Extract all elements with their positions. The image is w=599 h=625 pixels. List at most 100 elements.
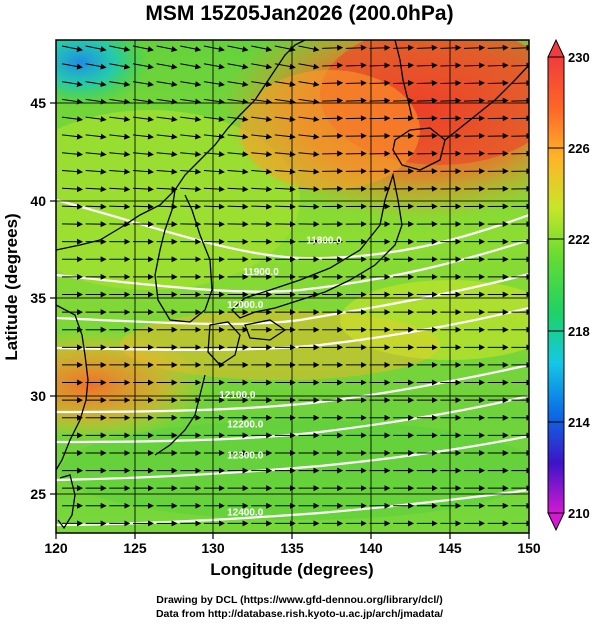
wind-arrow [109, 116, 131, 123]
wind-arrow [109, 98, 131, 105]
wind-arrow [180, 151, 202, 158]
asian-mainland-coast [56, 40, 306, 251]
wind-arrow [298, 133, 320, 140]
wind-arrow [180, 98, 202, 105]
contour-label: 12200.0 [227, 419, 264, 430]
x-tick-label: 130 [201, 540, 225, 556]
wind-arrow [227, 116, 249, 123]
colorbar-tick-label: 218 [568, 324, 590, 339]
wind-arrow [369, 97, 391, 104]
colorbar-tick-label: 222 [568, 232, 590, 247]
wind-arrow [322, 115, 344, 122]
wind-arrow [416, 115, 438, 122]
wind-arrow [156, 151, 178, 158]
wind-arrow [180, 81, 202, 88]
wind-arrow [322, 80, 344, 87]
wind-arrow [487, 62, 509, 69]
colorbar-tick-label: 226 [568, 141, 590, 156]
wind-arrow [203, 45, 225, 52]
wind-arrow [156, 168, 178, 175]
chart-title: MSM 15Z05Jan2026 (200.0hPa) [145, 2, 454, 25]
wind-arrow [180, 116, 202, 123]
wind-arrow [298, 63, 320, 70]
wind-arrow [464, 115, 486, 122]
contour-label: 11900.0 [243, 267, 279, 278]
korea-coast [154, 189, 213, 323]
wind-arrow [511, 97, 529, 104]
wind-arrow [109, 203, 131, 210]
y-tick-label: 25 [30, 486, 46, 502]
y-tick-label: 35 [30, 290, 46, 306]
wind-arrow [227, 168, 249, 175]
wind-arrow [156, 63, 178, 70]
wind-arrow [61, 116, 83, 123]
wind-arrow [180, 45, 202, 52]
contour-labels: 11800.0 11900.0 12000.0 12100.0 12200.0 12300… [219, 235, 342, 518]
wind-arrow [180, 168, 202, 175]
y-tick-label: 40 [30, 193, 46, 209]
wind-arrow [393, 44, 415, 51]
x-tick-labels: 120 125 130 135 140 145 150 [44, 540, 541, 556]
wind-arrow [203, 168, 225, 175]
wind-arrow [393, 97, 415, 104]
colorbar-tick-label: 210 [568, 506, 590, 521]
wind-arrow [227, 133, 249, 140]
wind-arrow [156, 116, 178, 123]
kyushu-coast [207, 321, 241, 366]
wind-arrow [85, 45, 107, 52]
ryukyu-islands [154, 374, 206, 456]
wind-arrow [298, 98, 320, 105]
wind-arrow [203, 133, 225, 140]
wind-arrow [298, 81, 320, 88]
wind-arrow [132, 151, 154, 158]
y-tick-label: 45 [30, 95, 46, 111]
wind-arrow [369, 80, 391, 87]
wind-arrow [251, 203, 273, 210]
tick-marks [50, 102, 530, 539]
wind-arrow [298, 168, 320, 175]
x-tick-label: 140 [359, 540, 383, 556]
wind-arrow [85, 168, 107, 175]
wind-arrow [156, 98, 178, 105]
wind-arrow [511, 44, 529, 51]
wind-arrow [203, 63, 225, 70]
wind-arrow [85, 186, 107, 193]
wind-arrow [393, 62, 415, 69]
kuril-islands [444, 64, 529, 141]
colorbar-gradient [547, 56, 565, 514]
y-tick-labels: 25 30 35 40 45 [30, 95, 46, 502]
x-tick-label: 125 [123, 540, 147, 556]
height-contours [56, 198, 529, 527]
wind-arrow [109, 151, 131, 158]
contour-label: 12100.0 [219, 390, 256, 401]
wind-arrow [227, 186, 249, 193]
wind-arrow [156, 45, 178, 52]
x-tick-label: 150 [517, 540, 541, 556]
wind-arrow [511, 80, 529, 87]
wind-arrow [251, 151, 273, 158]
taiwan-coast [57, 474, 76, 530]
wind-arrow [298, 186, 320, 193]
wind-arrow [109, 133, 131, 140]
y-axis-label: Latitude (degrees) [2, 213, 21, 360]
wind-arrow [180, 186, 202, 193]
wind-arrow [369, 62, 391, 69]
wind-arrow [132, 186, 154, 193]
wind-arrow [227, 45, 249, 52]
wind-arrow [132, 45, 154, 52]
wind-arrow [109, 81, 131, 88]
contour-12000 [56, 272, 529, 326]
wind-arrow [464, 62, 486, 69]
wind-arrow [203, 203, 225, 210]
wind-arrow [85, 98, 107, 105]
wind-arrow [227, 151, 249, 158]
wind-arrow [511, 62, 529, 69]
contour-label: 12400.0 [227, 507, 264, 518]
wind-arrow [180, 63, 202, 70]
wind-arrow [487, 97, 509, 104]
wind-arrow [203, 151, 225, 158]
wind-arrow [227, 81, 249, 88]
x-tick-label: 120 [44, 540, 68, 556]
contour-12050 [56, 306, 529, 351]
